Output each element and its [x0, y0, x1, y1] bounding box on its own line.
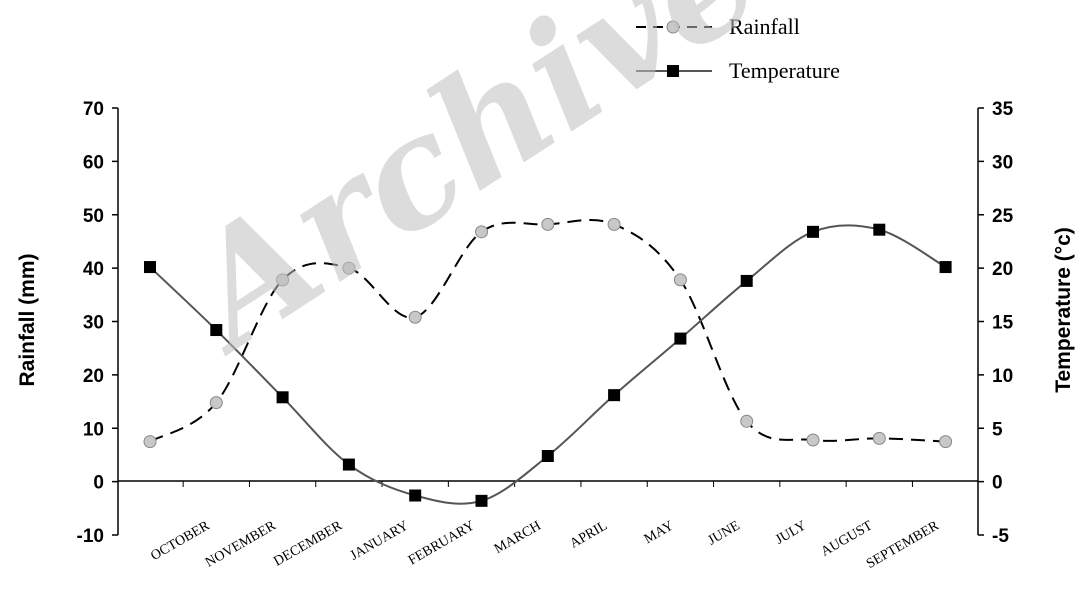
rainfall-point — [939, 435, 953, 449]
rainfall-point — [342, 261, 356, 275]
category-label: MAY — [642, 518, 677, 547]
y2-tick-label: -5 — [992, 526, 1009, 547]
right-axis-ticks: 35 30 25 20 15 10 5 0 -5 — [978, 99, 1014, 547]
y2-tick-label: 15 — [992, 313, 1014, 334]
legend-temperature-marker — [667, 65, 679, 77]
y2-axis-title: Temperature (°c) — [1052, 227, 1075, 393]
y-tick-label: 20 — [83, 366, 104, 387]
y2-tick-label: 20 — [992, 259, 1013, 280]
y-axis-title: Rainfall (mm) — [16, 253, 39, 386]
rainfall-point — [806, 433, 820, 447]
y-tick-label: 40 — [83, 259, 104, 280]
legend-rainfall-marker — [666, 20, 680, 34]
y-tick-label: 0 — [93, 473, 104, 494]
series-markers — [143, 217, 953, 507]
category-label: DECEMBER — [271, 518, 345, 569]
y-tick-label: 60 — [83, 152, 104, 173]
temperature-point — [276, 391, 289, 404]
y2-tick-label: 5 — [992, 419, 1003, 440]
category-label: AUGUST — [819, 518, 876, 560]
y-tick-label: 30 — [83, 313, 104, 334]
category-label: NOVEMBER — [203, 518, 279, 571]
y2-tick-label: 30 — [992, 152, 1013, 173]
rainfall-point — [673, 273, 687, 287]
temperature-point — [210, 324, 223, 337]
rainfall-point — [475, 225, 488, 239]
temperature-point — [541, 450, 554, 463]
y-tick-label: 50 — [83, 206, 104, 227]
y2-tick-label: 35 — [992, 99, 1014, 120]
rainfall-point — [209, 396, 223, 410]
category-label: JULY — [773, 518, 809, 547]
rainfall-point — [541, 217, 555, 231]
rainfall-point — [276, 273, 290, 287]
category-label: FEBRUARY — [406, 518, 478, 568]
y-tick-label: 70 — [83, 99, 104, 120]
left-axis-ticks: 70 60 50 40 30 20 10 0 -10 — [77, 99, 118, 547]
legend-temperature-label: Temperature — [729, 58, 840, 83]
temperature-point — [674, 332, 687, 345]
category-label: MARCH — [492, 518, 544, 557]
rainfall-point — [607, 217, 621, 231]
temperature-point — [740, 274, 753, 287]
temperature-point — [409, 489, 422, 502]
rainfall-point — [408, 310, 422, 324]
temperature-point — [475, 494, 488, 507]
temperature-point — [873, 223, 886, 236]
y-tick-label: 10 — [83, 419, 104, 440]
category-label: JANUARY — [348, 518, 411, 563]
y2-tick-label: 25 — [992, 206, 1014, 227]
temperature-point — [807, 225, 819, 238]
category-label: JUNE — [706, 518, 743, 548]
rainfall-point — [143, 435, 157, 449]
category-label: APRIL — [568, 518, 611, 551]
temperature-point — [608, 389, 621, 402]
y2-tick-label: 0 — [992, 473, 1003, 494]
temperature-point — [144, 261, 156, 274]
y2-tick-label: 10 — [992, 366, 1013, 387]
category-label: SEPTEMBER — [864, 518, 942, 572]
legend-rainfall-label: Rainfall — [729, 14, 800, 39]
temperature-point — [342, 458, 355, 471]
legend: Rainfall Temperature — [636, 14, 840, 83]
y-tick-label: -10 — [77, 526, 104, 547]
temperature-point — [939, 261, 952, 274]
rainfall-point — [740, 414, 754, 428]
rainfall-point — [872, 431, 886, 445]
